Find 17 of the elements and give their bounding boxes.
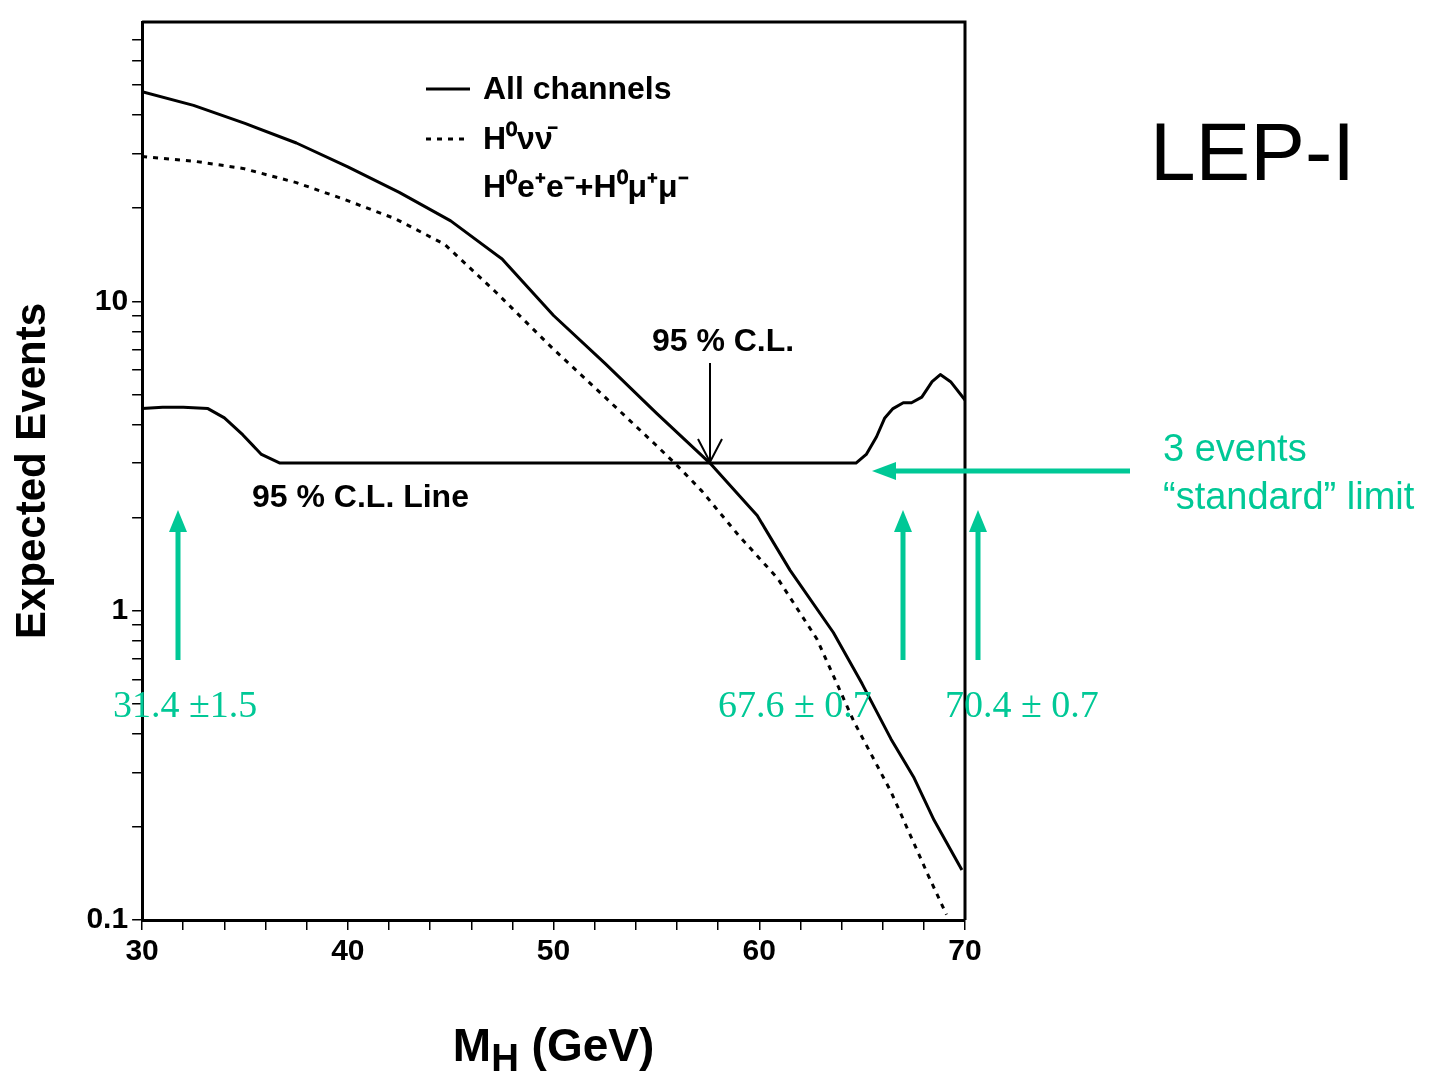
x-tick-label: 30 [125, 933, 159, 967]
legend-label: H⁰νν̄ H⁰e⁺e⁻+H⁰μ⁺μ⁻ [483, 119, 689, 206]
legend-label: All channels [483, 69, 672, 108]
y-tick-label: 10 [94, 282, 129, 316]
annotation: 95 % C.L. [651, 322, 795, 359]
y-axis-title: Expected Events [6, 302, 54, 640]
x-tick-label: 40 [331, 933, 365, 967]
x-axis-title: M$_{H}$ (GeV) [452, 1018, 655, 1081]
x-tick-label: 50 [536, 933, 571, 967]
x-tick-label: 70 [948, 933, 982, 967]
text: LEP-I [1150, 105, 1356, 199]
x-tick-label: 60 [742, 933, 776, 967]
text: 3 events “standard” limit [1163, 426, 1416, 519]
annotation: 67.6 ± 0.7 [718, 682, 872, 726]
y-tick-label: 0.1 [86, 901, 129, 935]
y-tick-label: 1 [111, 591, 129, 625]
annotation: 95 % C.L. Line [252, 478, 469, 515]
